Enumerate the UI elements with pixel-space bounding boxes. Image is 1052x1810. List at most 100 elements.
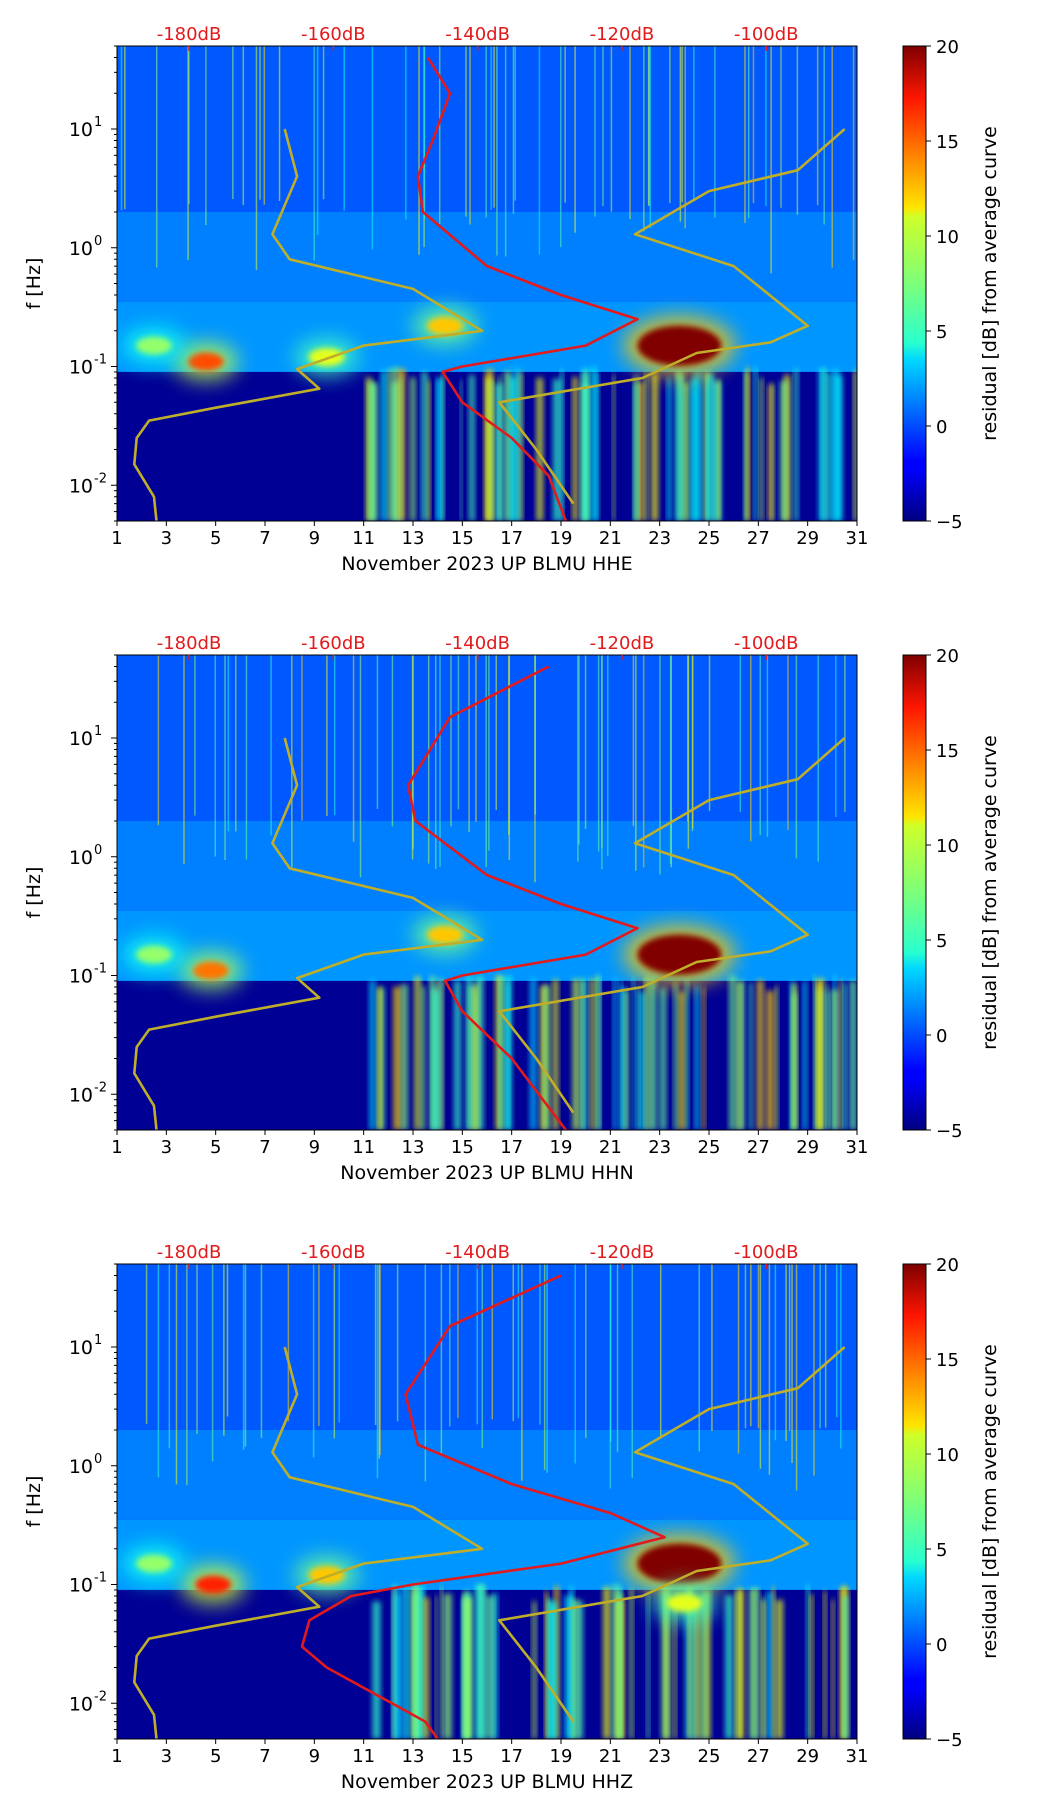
- x-tick-label: 23: [648, 528, 671, 549]
- heatmap-hf-streak: [326, 655, 328, 817]
- heatmap-streak: [575, 1600, 583, 1739]
- heatmap-hf-streak: [631, 1264, 634, 1478]
- series-line-2: [497, 128, 846, 505]
- heatmap-hf-streak: [495, 655, 497, 811]
- heatmap-hf-streak: [791, 1264, 793, 1464]
- heatmap-streak: [839, 1586, 846, 1739]
- heatmap-streak: [469, 375, 475, 521]
- heatmap-hf-streak: [427, 655, 430, 864]
- heatmap-streak: [753, 1588, 759, 1739]
- heatmap-streak: [560, 369, 564, 521]
- heatmap-hf-streak: [708, 655, 711, 811]
- x-tick-label: 13: [402, 1137, 425, 1158]
- heatmap-hf-streak: [852, 46, 855, 260]
- heatmap-streak: [806, 1584, 810, 1739]
- y-tick-exponent: 1: [94, 1333, 102, 1348]
- heatmap-hf-streak: [813, 1264, 815, 1476]
- y-tick-base: 10: [69, 475, 93, 497]
- y-tick-exponent: 1: [94, 115, 102, 130]
- heatmap-streak: [775, 1599, 783, 1739]
- heatmap-hotspot: [666, 1593, 703, 1612]
- x-tick-label: 1: [111, 1746, 122, 1767]
- heatmap-hf-streak: [648, 46, 650, 206]
- colorbar-tick-label: −5: [936, 1121, 963, 1142]
- heatmap-hf-streak: [737, 1264, 740, 1454]
- heatmap-hf-streak: [278, 46, 281, 201]
- x-tick-label: 13: [402, 1746, 425, 1767]
- heatmap-hotspot: [187, 352, 224, 371]
- heatmap-streak: [400, 376, 403, 521]
- series-line-2: [497, 737, 846, 1114]
- heatmap-streak: [713, 380, 719, 521]
- heatmap-streak: [775, 985, 779, 1130]
- x-tick-label: 1: [111, 1137, 122, 1158]
- heatmap-streak: [372, 1601, 381, 1739]
- heatmap-hf-streak: [379, 1264, 381, 1455]
- heatmap-hf-streak: [564, 46, 566, 203]
- heatmap-streak: [648, 977, 657, 1130]
- heatmap-streak: [572, 377, 578, 521]
- x-tick-label: 5: [210, 528, 221, 549]
- heatmap-hotspot: [637, 325, 722, 366]
- heatmap-hf-streak: [124, 46, 126, 210]
- heatmap-hf-streak: [609, 1264, 612, 1442]
- heatmap-hf-streak: [476, 1264, 478, 1425]
- heatmap-hotspot: [136, 336, 172, 355]
- heatmap-hotspot: [427, 925, 464, 944]
- heatmap-hf-streak: [232, 46, 234, 200]
- top-tick-label: -100dB: [734, 633, 799, 654]
- heatmap-hf-streak: [260, 1264, 263, 1438]
- heatmap-streak: [435, 1595, 438, 1739]
- y-tick-exponent: 0: [94, 1452, 102, 1467]
- heatmap-hf-streak: [517, 1264, 520, 1419]
- heatmap-streak: [427, 380, 431, 521]
- x-tick-label: 31: [846, 1746, 869, 1767]
- heatmap-hf-streak: [263, 46, 266, 205]
- heatmap-hf-streak: [744, 46, 746, 223]
- heatmap-hf-streak: [371, 46, 374, 250]
- heatmap-streak: [421, 371, 428, 521]
- heatmap-hf-streak: [488, 655, 490, 851]
- heatmap-hf-streak: [313, 46, 315, 261]
- heatmap-streak: [440, 1585, 443, 1739]
- heatmap-hf-streak: [211, 1264, 214, 1462]
- heatmap-streak: [677, 372, 685, 521]
- heatmap-hf-streak: [577, 655, 579, 862]
- heatmap-streak: [766, 1591, 774, 1739]
- heatmap-hf-streak: [259, 46, 261, 200]
- x-tick-label: 3: [161, 528, 172, 549]
- heatmap-streak: [651, 373, 659, 521]
- heatmap-hf-streak: [669, 46, 671, 203]
- heatmap-hf-streak: [774, 1264, 777, 1441]
- y-tick-base: 10: [69, 1337, 93, 1359]
- heatmap-hf-streak: [649, 46, 651, 228]
- heatmap-streak: [767, 384, 773, 521]
- x-tick-label: 31: [846, 528, 869, 549]
- x-tick-label: 15: [451, 528, 474, 549]
- heatmap-hf-streak: [607, 655, 609, 857]
- heatmap-hf-streak: [376, 1264, 379, 1479]
- y-tick-base: 10: [69, 1575, 93, 1597]
- heatmap-streak: [552, 979, 559, 1130]
- top-tick-label: -140dB: [445, 1242, 510, 1263]
- colorbar: [902, 1263, 927, 1740]
- heatmap-streak: [414, 976, 421, 1130]
- heatmap-streak: [700, 1594, 707, 1739]
- heatmap-hf-streak: [183, 655, 185, 865]
- heatmap-hf-streak: [512, 46, 515, 214]
- top-tick-label: -160dB: [301, 1242, 366, 1263]
- heatmap-streak: [853, 370, 857, 521]
- x-tick-label: 19: [550, 528, 573, 549]
- x-tick-label: 5: [210, 1137, 221, 1158]
- heatmap-hf-streak: [819, 1264, 821, 1429]
- heatmap-streak: [548, 1599, 554, 1739]
- x-tick-label: 3: [161, 1746, 172, 1767]
- heatmap-streak: [393, 1584, 399, 1739]
- heatmap-streak: [388, 369, 394, 521]
- x-tick-label: 15: [451, 1746, 474, 1767]
- heatmap-streak: [612, 374, 616, 521]
- y-tick-exponent: -1: [94, 1571, 107, 1586]
- heatmap-streak: [509, 377, 517, 521]
- heatmap-hf-streak: [629, 46, 631, 220]
